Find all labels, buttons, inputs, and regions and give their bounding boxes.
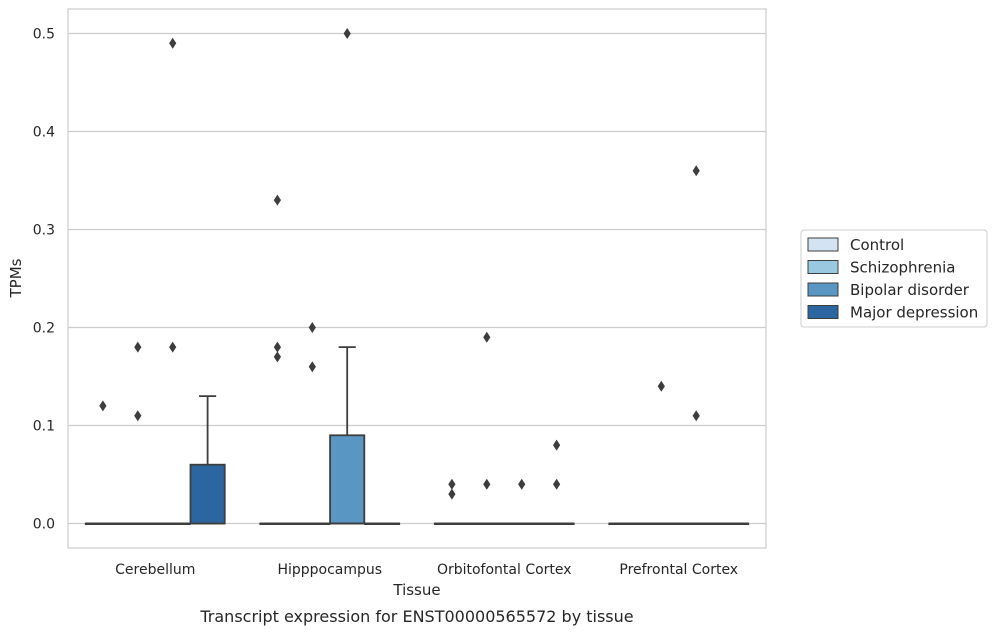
box	[678, 165, 715, 526]
y-tick-label: 0.1	[33, 419, 55, 435]
legend-swatch	[807, 305, 839, 319]
box	[189, 395, 226, 525]
box	[84, 400, 121, 526]
y-tick-label: 0.2	[33, 321, 55, 337]
box-groups	[84, 28, 750, 526]
box	[468, 331, 505, 526]
outlier-point	[169, 341, 177, 353]
y-tick-label: 0.0	[33, 517, 55, 533]
box-body	[189, 463, 226, 525]
legend-label: Major depression	[850, 304, 978, 322]
outlier-point	[692, 410, 700, 422]
legend: Control Schizophrenia Bipolar disorder Majo…	[800, 229, 988, 328]
x-tick-label: Prefrontal Cortex	[619, 562, 738, 578]
legend-swatch	[807, 237, 839, 252]
outlier-point	[483, 331, 491, 343]
box	[364, 522, 401, 526]
chart-caption: Transcript expression for ENST0000056557…	[199, 607, 633, 626]
outlier-point	[657, 380, 665, 392]
outlier-point	[134, 410, 142, 422]
y-axis-label: TPMs	[7, 258, 25, 298]
series-schizophrenia	[119, 322, 680, 526]
outlier-point	[553, 478, 561, 490]
box	[608, 522, 645, 526]
x-tick-label: Hipppocampus	[277, 562, 382, 578]
outlier-point	[134, 341, 142, 353]
outlier-point	[273, 341, 281, 353]
box	[154, 37, 191, 526]
series-bipolar-disorder	[154, 28, 715, 526]
y-tick-label: 0.3	[33, 223, 55, 239]
outlier-point	[308, 322, 316, 333]
outlier-point	[273, 351, 281, 363]
legend-swatch	[807, 260, 839, 274]
legend-swatch	[807, 282, 839, 297]
box	[259, 194, 296, 526]
y-axis-ticks: 0.0 0.1 0.2 0.3 0.4 0.5	[33, 27, 55, 533]
box	[294, 322, 331, 526]
outlier-point	[169, 37, 177, 49]
x-axis-label: Tissue	[392, 581, 440, 599]
box	[433, 478, 470, 526]
outlier-point	[343, 28, 351, 39]
outlier-point	[448, 488, 456, 500]
outlier-point	[308, 361, 316, 373]
x-axis-ticks: Cerebellum Hipppocampus Orbitofontal Corte…	[115, 562, 738, 578]
legend-label: Bipolar disorder	[850, 281, 970, 299]
box	[538, 439, 575, 526]
legend-label: Control	[850, 236, 904, 254]
box	[119, 341, 156, 526]
outlier-point	[518, 478, 526, 490]
box	[503, 478, 540, 526]
box	[713, 522, 750, 526]
y-tick-label: 0.5	[33, 27, 55, 43]
legend-frame	[800, 229, 988, 328]
box	[329, 28, 366, 525]
y-tick-label: 0.4	[33, 125, 55, 141]
box-body	[329, 434, 366, 525]
outlier-point	[553, 439, 561, 451]
outlier-point	[99, 400, 107, 412]
series-major-depression	[189, 395, 750, 526]
x-tick-label: Cerebellum	[115, 562, 195, 578]
outlier-point	[483, 478, 491, 490]
plot-frame	[67, 8, 767, 549]
grid-lines	[68, 32, 766, 525]
box	[643, 380, 680, 526]
legend-label: Schizophrenia	[850, 259, 955, 277]
outlier-point	[273, 194, 281, 206]
outlier-point	[448, 478, 456, 490]
x-tick-label: Orbitofontal Cortex	[437, 562, 572, 578]
outlier-point	[692, 165, 700, 177]
